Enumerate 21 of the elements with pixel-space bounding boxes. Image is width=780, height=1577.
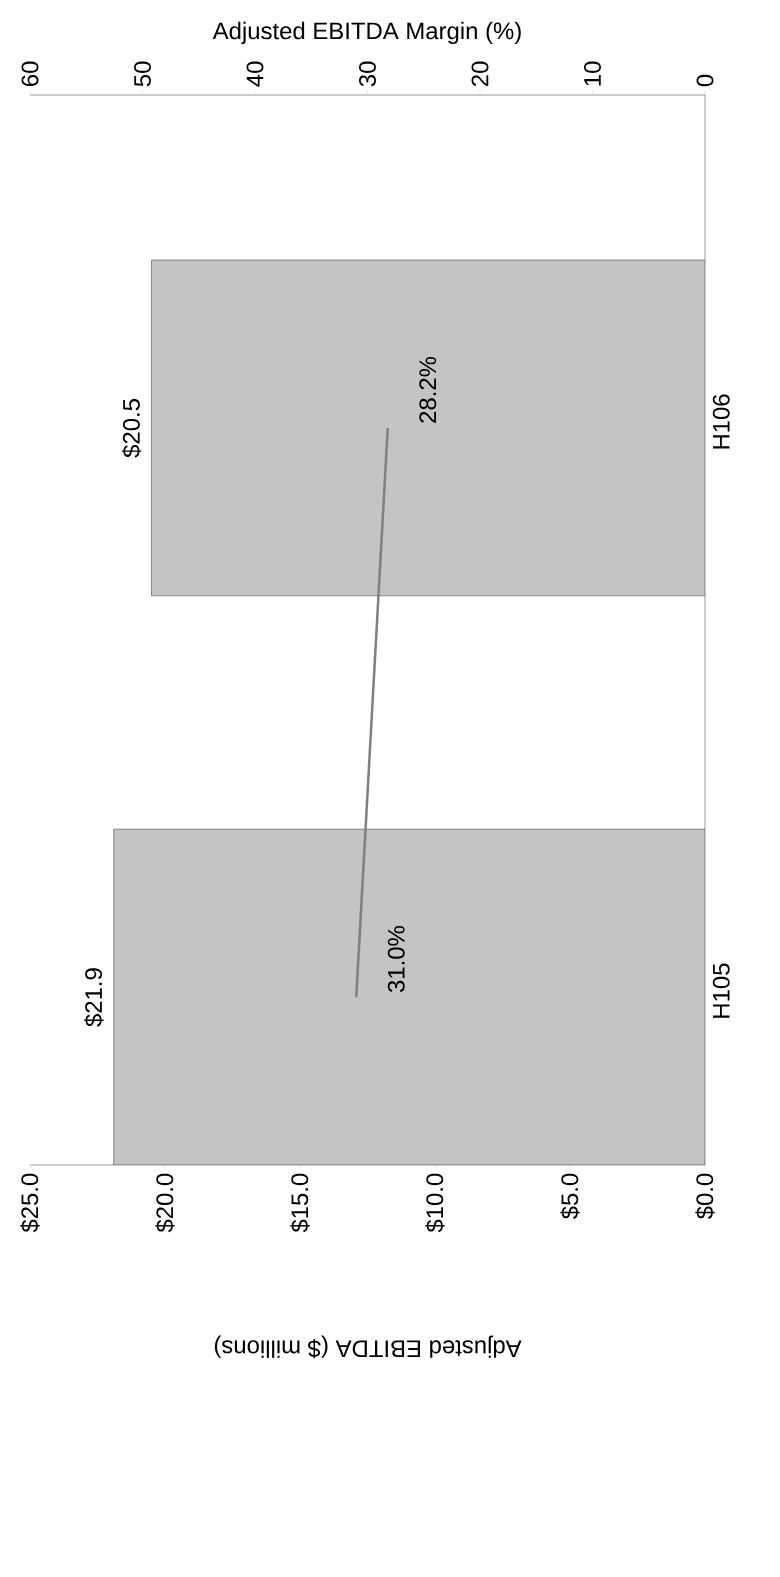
x-tick-label: $25.0 bbox=[20, 1173, 40, 1233]
x-tick-label: $20.0 bbox=[155, 1173, 175, 1233]
data-label: $21.9 bbox=[84, 968, 104, 1027]
x2-tick-label: 50 bbox=[134, 61, 151, 87]
data-label: 31.0% bbox=[387, 926, 405, 993]
x2-axis-title: Adjusted EBITDA Margin (%) bbox=[212, 21, 521, 45]
y-tick-label: H105 bbox=[712, 963, 730, 1018]
x2-tick-label: 40 bbox=[246, 61, 264, 87]
x-tick-label: $10.0 bbox=[425, 1173, 445, 1233]
data-label: $20.5 bbox=[121, 399, 142, 458]
x-tick-label: $0.0 bbox=[695, 1173, 715, 1220]
x2-tick-label: 30 bbox=[359, 61, 376, 87]
x-tick-label: $5.0 bbox=[560, 1173, 580, 1220]
x-tick-label: $15.0 bbox=[290, 1173, 310, 1233]
x2-tick-label: 10 bbox=[584, 61, 601, 86]
x-axis-title: Adjusted EBITDA ($ millions) bbox=[214, 1335, 522, 1359]
x2-tick-label: 20 bbox=[471, 61, 489, 87]
x2-tick-label: 0 bbox=[696, 74, 714, 87]
data-label: 28.2% bbox=[419, 356, 437, 423]
y-tick-label: H106 bbox=[712, 394, 730, 449]
x2-tick-label: 60 bbox=[21, 61, 39, 87]
